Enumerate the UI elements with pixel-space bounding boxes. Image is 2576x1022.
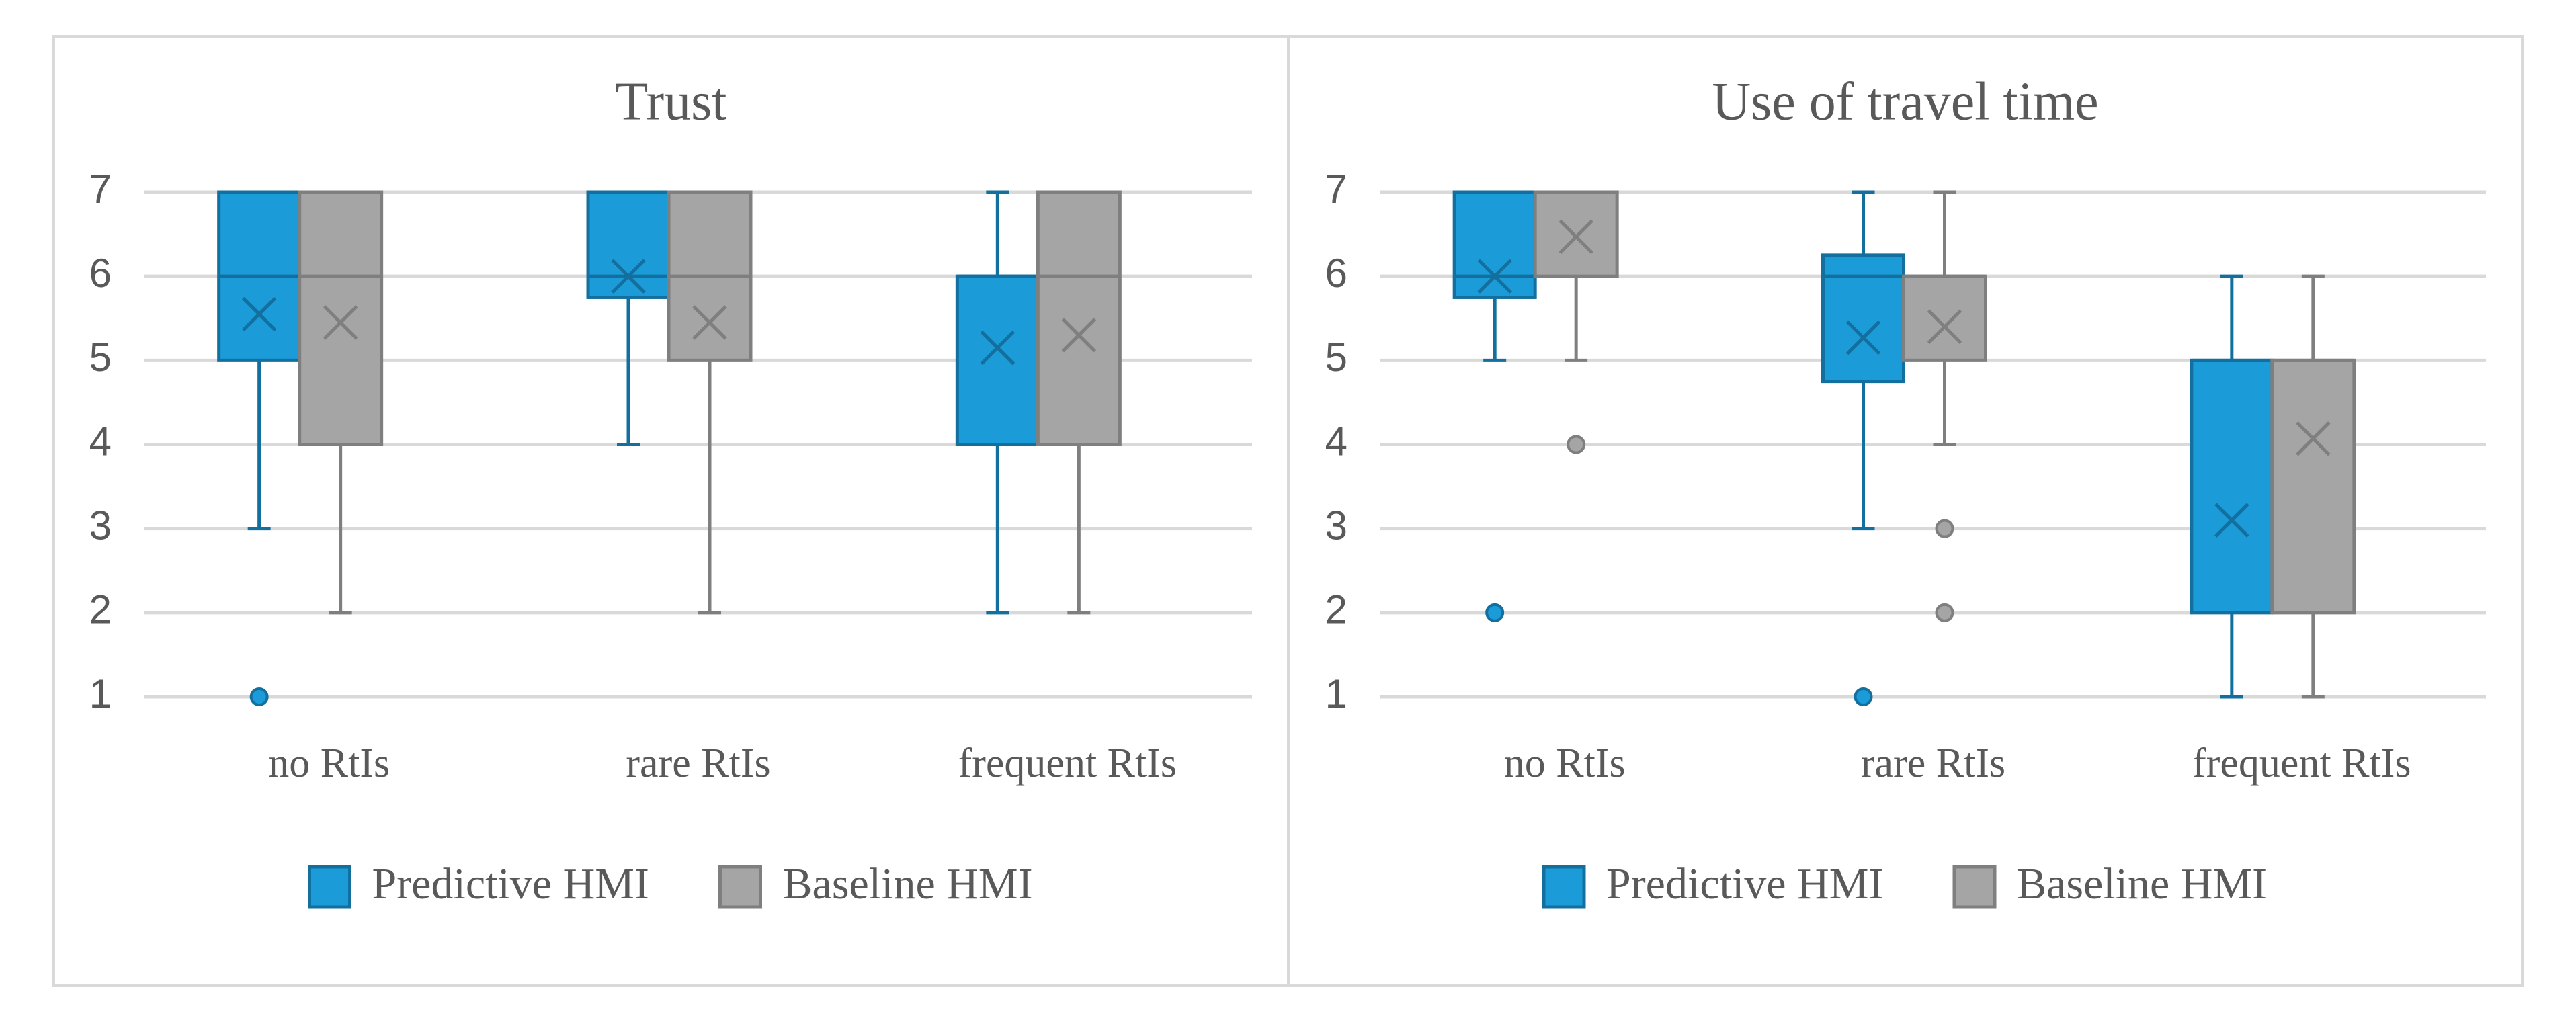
mean-marker: [692, 305, 727, 340]
box: [298, 190, 384, 446]
box: [1036, 190, 1122, 446]
mean-marker: [323, 305, 358, 340]
legend-label: Predictive HMI: [372, 859, 649, 908]
outlier: [1935, 603, 1954, 622]
outlier: [1935, 519, 1954, 538]
y-tick-label: 1: [1325, 671, 1347, 716]
legend-swatch: [1952, 865, 1997, 909]
y-tick-label: 3: [1325, 503, 1347, 548]
x-tick-label: rare RtIs: [1861, 740, 2005, 786]
y-tick-label: 6: [1325, 251, 1347, 296]
y-tick-label: 5: [1325, 335, 1347, 380]
box: [1821, 253, 1905, 384]
mean-marker: [980, 330, 1015, 366]
legend-swatch: [308, 865, 351, 909]
panel-title: Use of travel time: [1712, 72, 2098, 131]
box: [955, 274, 1040, 446]
box: [1533, 190, 1619, 278]
x-tick-label: rare RtIs: [626, 740, 770, 786]
box: [1452, 190, 1537, 299]
y-tick-label: 7: [1325, 167, 1347, 212]
outlier: [1854, 687, 1873, 706]
mean-marker: [241, 296, 277, 332]
outlier: [1485, 603, 1505, 622]
y-tick-label: 5: [89, 335, 112, 380]
mean-marker: [2296, 421, 2331, 456]
x-tick-label: no RtIs: [268, 740, 390, 786]
box: [2270, 358, 2356, 615]
legend-label: Predictive HMI: [1606, 859, 1883, 908]
outlier: [1567, 435, 1586, 454]
y-tick-label: 3: [89, 503, 112, 548]
box: [1902, 274, 1987, 362]
mean-marker: [611, 259, 646, 294]
y-tick-label: 6: [89, 251, 112, 296]
mean-marker: [1845, 320, 1881, 355]
y-tick-label: 4: [89, 419, 112, 464]
y-tick-label: 2: [1325, 587, 1347, 632]
mean-marker: [1559, 219, 1593, 255]
legend-swatch: [1542, 865, 1586, 909]
y-tick-label: 4: [1325, 419, 1347, 464]
box: [586, 190, 671, 299]
mean-marker: [1927, 309, 1962, 345]
mean-marker: [1477, 259, 1512, 294]
mean-marker: [1061, 318, 1097, 353]
y-tick-label: 2: [89, 587, 112, 632]
y-tick-label: 1: [89, 671, 112, 716]
x-tick-label: frequent RtIs: [958, 740, 1177, 786]
panel-title: Trust: [615, 72, 726, 131]
x-tick-label: no RtIs: [1504, 740, 1626, 786]
box: [2190, 358, 2274, 615]
outlier: [249, 687, 269, 706]
mean-marker: [2214, 503, 2249, 538]
legend-label: Baseline HMI: [2017, 859, 2267, 908]
x-tick-label: frequent RtIs: [2192, 740, 2411, 786]
y-tick-label: 7: [89, 167, 112, 212]
legend-label: Baseline HMI: [783, 859, 1033, 908]
legend-swatch: [718, 865, 762, 909]
